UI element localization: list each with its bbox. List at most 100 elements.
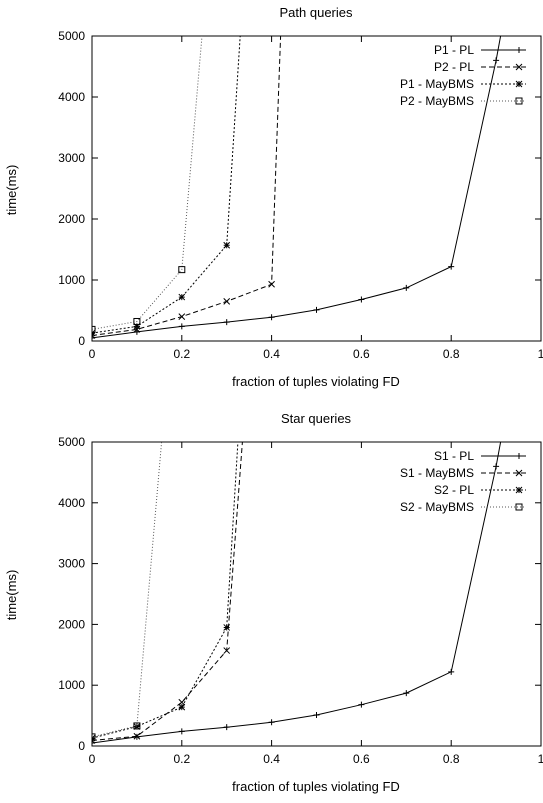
x-tick-label: 0.2	[173, 347, 190, 361]
data-point	[493, 463, 500, 470]
y-tick-label: 3000	[58, 557, 85, 571]
series-line	[92, 36, 203, 330]
data-point	[358, 296, 365, 303]
x-tick-label: 1	[538, 752, 543, 766]
chart-path-queries: Path queries time(ms) fraction of tuples…	[4, 5, 543, 389]
data-point	[223, 319, 230, 326]
series-1	[92, 442, 502, 746]
legend-item: P2 - PL	[434, 60, 526, 74]
chart-star-queries: Star queries time(ms) fraction of tuples…	[4, 411, 543, 794]
legend-label: S1 - MayBMS	[400, 466, 474, 480]
data-point	[223, 297, 231, 305]
data-point	[178, 698, 186, 706]
legend-label: S2 - PL	[434, 483, 474, 497]
data-point	[178, 323, 185, 330]
y-tick-label: 4000	[58, 496, 85, 510]
y-tick-label: 0	[78, 739, 85, 753]
legend: P1 - PL P2 - PL P1 - MayBMS P2 - MayBMS	[400, 43, 526, 108]
legend-marker	[515, 97, 523, 105]
data-point	[133, 723, 141, 730]
x-axis-label: fraction of tuples violating FD	[232, 374, 400, 389]
data-point	[268, 280, 275, 288]
data-point	[92, 325, 96, 333]
legend-label: P1 - PL	[434, 43, 474, 57]
x-tick-label: 0.6	[353, 752, 370, 766]
series-line	[92, 442, 163, 738]
legend-label: P2 - MayBMS	[400, 94, 474, 108]
x-tick-label: 1	[538, 347, 543, 361]
data-point	[358, 701, 365, 708]
x-tick-label: 0.8	[443, 347, 460, 361]
x-tick-label: 0	[89, 752, 96, 766]
plot-area-path-queries: 0 0.2 0.4 0.6 0.8 1 0 1000 2000 3000 4000 5000 P1 - …	[58, 29, 543, 361]
series-line	[92, 36, 241, 334]
y-tick-label: 5000	[58, 435, 85, 449]
y-tick-label: 2000	[58, 617, 85, 631]
data-point	[178, 266, 186, 274]
legend: S1 - PL S1 - MayBMS S2 - PL S2 - MayBMS	[400, 449, 526, 514]
legend-marker	[515, 80, 523, 88]
y-tick-label: 0	[78, 334, 85, 348]
y-tick-label: 3000	[58, 151, 85, 165]
series-line	[92, 442, 239, 739]
data-point	[268, 314, 275, 321]
x-tick-label: 0.6	[353, 347, 370, 361]
plot-frame	[91, 441, 542, 747]
x-tick-label: 0.4	[263, 347, 280, 361]
data-point	[223, 724, 230, 731]
data-point	[92, 329, 96, 337]
y-tick-label: 1000	[58, 678, 85, 692]
y-tick-label: 2000	[58, 212, 85, 226]
chart-title: Path queries	[280, 5, 353, 20]
legend-item: S2 - PL	[434, 483, 526, 497]
data-point	[178, 703, 186, 711]
legend-marker	[516, 453, 522, 459]
series-2	[92, 36, 282, 339]
legend-marker	[515, 469, 523, 477]
legend-item: P1 - PL	[434, 43, 526, 57]
chart-title: Star queries	[281, 411, 352, 426]
legend-item: S1 - PL	[434, 449, 526, 463]
data-point	[178, 313, 186, 320]
legend-item: S2 - MayBMS	[400, 500, 526, 514]
data-point	[313, 306, 320, 313]
series-3	[92, 36, 241, 337]
legend-item: P2 - MayBMS	[400, 94, 526, 108]
legend-marker	[516, 47, 522, 53]
y-tick-label: 5000	[58, 29, 85, 43]
plot-frame	[91, 35, 542, 342]
data-point	[92, 733, 96, 741]
legend-marker	[515, 486, 523, 494]
x-tick-label: 0.8	[443, 752, 460, 766]
legend-label: P1 - MayBMS	[400, 77, 474, 91]
x-tick-label: 0	[89, 347, 96, 361]
data-point	[223, 241, 231, 249]
series-2	[92, 442, 243, 744]
legend-marker	[515, 63, 523, 71]
data-point	[133, 317, 141, 325]
series-line	[92, 442, 243, 741]
legend-label: S1 - PL	[434, 449, 474, 463]
data-point	[313, 711, 320, 718]
series-3	[92, 442, 239, 742]
legend-label: S2 - MayBMS	[400, 500, 474, 514]
data-point	[133, 323, 141, 330]
x-axis-label: fraction of tuples violating FD	[232, 779, 400, 794]
legend-marker	[515, 503, 523, 511]
x-tick-label: 0.2	[173, 752, 190, 766]
y-tick-label: 1000	[58, 273, 85, 287]
y-axis-label: time(ms)	[4, 165, 19, 216]
data-point	[448, 263, 455, 270]
data-point	[403, 284, 410, 291]
legend-item: P1 - MayBMS	[400, 77, 526, 91]
data-point	[403, 690, 410, 697]
data-point	[178, 728, 185, 735]
data-point	[133, 326, 141, 333]
series-4	[92, 36, 203, 333]
plot-area-star-queries: 0 0.2 0.4 0.6 0.8 1 0 1000 2000 3000 4000 5000 S1 - …	[58, 435, 543, 766]
data-point	[493, 57, 500, 64]
series-line	[92, 36, 282, 336]
data-point	[268, 719, 275, 726]
data-point	[178, 293, 186, 301]
